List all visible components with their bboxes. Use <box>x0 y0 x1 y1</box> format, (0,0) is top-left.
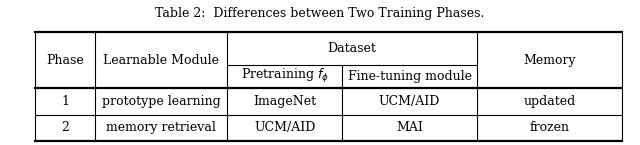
Text: 2: 2 <box>61 121 69 134</box>
Text: 1: 1 <box>61 95 69 108</box>
Text: Dataset: Dataset <box>328 42 376 55</box>
Text: Table 2:  Differences between Two Training Phases.: Table 2: Differences between Two Trainin… <box>156 7 484 20</box>
Text: updated: updated <box>524 95 575 108</box>
Text: prototype learning: prototype learning <box>102 95 220 108</box>
Text: ImageNet: ImageNet <box>253 95 316 108</box>
Text: UCM/AID: UCM/AID <box>379 95 440 108</box>
Text: Fine-tuning module: Fine-tuning module <box>348 70 472 83</box>
Text: frozen: frozen <box>529 121 570 134</box>
Text: Memory: Memory <box>523 54 576 67</box>
Text: Phase: Phase <box>46 54 84 67</box>
Text: UCM/AID: UCM/AID <box>254 121 316 134</box>
Text: memory retrieval: memory retrieval <box>106 121 216 134</box>
Text: MAI: MAI <box>396 121 423 134</box>
Text: Learnable Module: Learnable Module <box>103 54 219 67</box>
Text: Pretraining $f_\phi$: Pretraining $f_\phi$ <box>241 67 329 86</box>
